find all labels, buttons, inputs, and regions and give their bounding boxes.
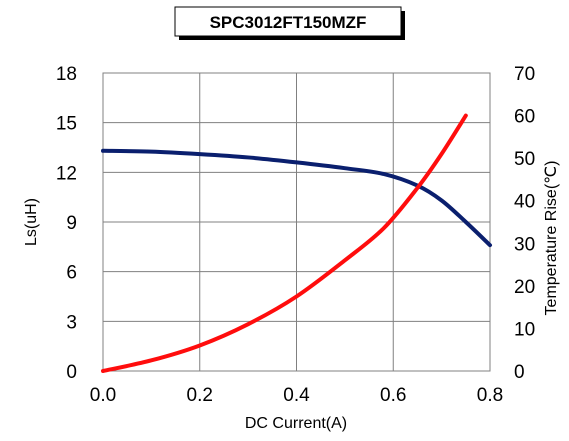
y-tick-label: 0 — [66, 362, 77, 383]
inductance-series-line — [101, 148, 492, 248]
y2-tick-label: 10 — [514, 319, 535, 340]
y-tick-label: 9 — [66, 213, 77, 234]
x-tick-label: 0.2 — [187, 385, 213, 406]
y2-tick-label: 60 — [514, 107, 535, 128]
x-tick-label: 0.4 — [283, 385, 310, 406]
y2-tick-label: 30 — [514, 234, 535, 255]
y-tick-label: 6 — [66, 263, 77, 284]
x-tick-label: 0.0 — [90, 385, 116, 406]
y-tick-label: 18 — [56, 64, 77, 85]
chart-title: SPC3012FT150MZF — [210, 13, 367, 32]
gridlines — [103, 73, 490, 371]
temperature-series-line — [101, 113, 468, 373]
y-tick-label: 15 — [56, 114, 77, 135]
y-axis-label: Ls(uH) — [23, 198, 40, 246]
x-tick-labels: 0.0 0.2 0.4 0.6 0.8 — [90, 385, 503, 406]
y2-tick-label: 70 — [514, 64, 535, 85]
y-tick-label: 3 — [66, 312, 77, 333]
y-tick-labels: 0 3 6 9 12 15 18 — [56, 64, 77, 383]
x-tick-label: 0.6 — [380, 385, 406, 406]
y2-tick-labels: 0 10 20 30 40 50 60 70 — [514, 64, 535, 383]
y2-tick-label: 50 — [514, 149, 535, 170]
y2-tick-label: 40 — [514, 192, 535, 213]
x-tick-label: 0.8 — [477, 385, 503, 406]
title-box — [174, 6, 402, 37]
y-tick-label: 12 — [56, 163, 77, 184]
x-axis-label: DC Current(A) — [245, 415, 347, 432]
y2-tick-label: 20 — [514, 277, 535, 298]
y2-axis-label: Temperature Rise(℃) — [543, 161, 560, 316]
series-group — [101, 113, 492, 373]
y2-tick-label: 0 — [514, 362, 525, 383]
